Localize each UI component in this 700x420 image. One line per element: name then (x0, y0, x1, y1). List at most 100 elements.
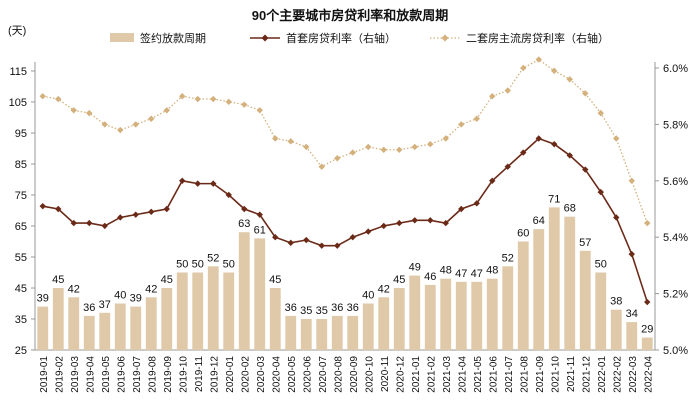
bar-data-label: 63 (238, 218, 250, 230)
first-home-rate-point (334, 242, 341, 249)
legend-marker (441, 34, 449, 42)
second-home-rate-point (396, 146, 403, 153)
first-home-rate-point (117, 214, 124, 221)
bar (176, 272, 188, 350)
bar-data-label: 68 (564, 203, 576, 215)
first-home-rate-point (411, 217, 418, 224)
second-home-rate-point (380, 146, 387, 153)
first-home-rate-point (318, 242, 325, 249)
bar-data-label: 45 (269, 274, 281, 286)
bar-data-label: 45 (161, 274, 173, 286)
second-home-rate-point (535, 56, 542, 63)
x-tick-label: 2022-01 (597, 356, 608, 393)
second-home-rate-point (55, 95, 62, 103)
x-tick-label: 2020-08 (333, 356, 344, 393)
legend: 签约放款周期 首套房贷利率（右轴） 二套房主流房贷利率（右轴） (110, 31, 609, 45)
right-tick-label: 5.2% (663, 289, 688, 301)
first-home-rate-point (458, 205, 465, 213)
bar (269, 288, 281, 350)
bar-data-label: 49 (409, 262, 421, 274)
second-home-rate-point (101, 121, 108, 128)
first-home-rate-point (272, 234, 279, 241)
first-home-rate-point (644, 298, 651, 306)
x-tick-label: 2020-03 (256, 356, 267, 393)
bar-data-label: 42 (68, 283, 80, 295)
bar (548, 207, 560, 350)
bar-data-label: 29 (641, 324, 653, 336)
bar (99, 312, 111, 350)
first-home-rate-point (613, 214, 620, 221)
legend-label: 签约放款周期 (140, 31, 206, 45)
bar (455, 281, 467, 350)
x-tick-label: 2021-05 (473, 356, 484, 393)
left-axis-unit: (天) (8, 25, 26, 37)
bar-data-label: 50 (595, 259, 607, 271)
first-home-rate-point (427, 217, 434, 224)
bar-data-label: 57 (579, 237, 591, 249)
left-tick-label: 115 (9, 66, 27, 78)
bar (300, 319, 312, 350)
bar-data-label: 39 (37, 293, 49, 305)
first-home-rate-point (287, 239, 294, 247)
bar (378, 297, 390, 350)
x-tick-label: 2019-08 (147, 356, 158, 393)
bar (238, 232, 250, 350)
first-home-rate-point (70, 219, 77, 227)
first-home-rate-point (194, 180, 201, 187)
x-tick-label: 2020-02 (240, 356, 251, 393)
bar (130, 306, 142, 350)
x-tick-label: 2019-07 (132, 356, 143, 393)
bar (595, 272, 607, 350)
first-home-rate-point (489, 177, 496, 184)
x-tick-label: 2021-11 (566, 356, 577, 392)
second-home-rate-point (365, 143, 372, 151)
bar (610, 309, 622, 350)
left-tick-label: 55 (15, 252, 27, 264)
x-tick-label: 2019-11 (194, 356, 205, 392)
legend-label: 二套房主流房贷利率（右轴） (466, 31, 609, 45)
x-tick-label: 2019-03 (70, 356, 81, 393)
first-home-rate-point (39, 202, 46, 210)
right-tick-label: 5.8% (663, 119, 688, 131)
first-home-rate-point (241, 205, 248, 213)
bar (83, 315, 95, 350)
bar-data-label: 42 (378, 283, 390, 295)
bar (471, 281, 483, 350)
x-tick-label: 2022-02 (612, 356, 623, 393)
second-home-rate-point (582, 90, 589, 97)
left-tick-label: 105 (9, 97, 27, 109)
x-tick-label: 2019-09 (163, 356, 174, 393)
x-tick-label: 2019-02 (54, 356, 65, 393)
x-tick-label: 2022-04 (643, 356, 654, 393)
x-tick-label: 2021-07 (504, 356, 515, 393)
first-home-rate-point (225, 191, 232, 199)
x-tick-label: 2021-06 (488, 356, 499, 393)
x-tick-label: 2021-03 (442, 356, 453, 393)
bar-data-label: 47 (471, 268, 483, 280)
second-home-rate-point (597, 109, 604, 117)
bar (145, 297, 157, 350)
first-home-rate-point (179, 177, 186, 184)
left-tick-label: 45 (15, 283, 27, 295)
bar-data-label: 50 (192, 259, 204, 271)
second-home-rate-point (566, 76, 573, 83)
x-tick-label: 2020-07 (318, 356, 329, 393)
bar-data-label: 36 (331, 302, 343, 314)
chart-title: 90个主要城市房贷利率和放款周期 (252, 8, 448, 23)
x-tick-label: 2021-02 (426, 356, 437, 393)
second-home-rate-point (210, 95, 217, 103)
x-tick-label: 2019-06 (116, 356, 127, 393)
bar (207, 266, 219, 350)
left-tick-label: 75 (15, 190, 27, 202)
bar-data-label: 48 (486, 265, 498, 277)
left-tick-label: 25 (15, 345, 27, 357)
bar-data-label: 46 (424, 271, 436, 283)
second-home-rate-point (117, 126, 124, 134)
first-home-rate-point (256, 211, 263, 218)
first-home-rate-point (535, 135, 542, 142)
first-home-rate-point (442, 219, 449, 227)
second-home-rate-point (86, 109, 93, 117)
second-home-rate-point (179, 93, 186, 100)
first-home-rate-point (551, 140, 558, 148)
bar (424, 284, 436, 350)
